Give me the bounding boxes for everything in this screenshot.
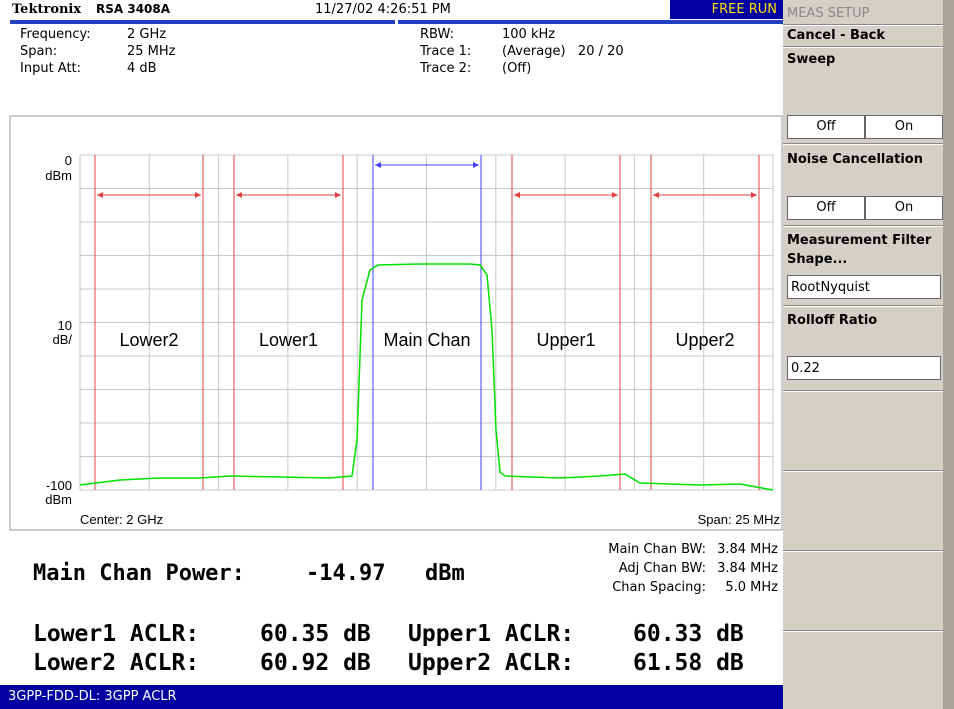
- main-power-label: Main Chan Power:: [33, 561, 245, 586]
- ref-top-unit: dBm: [45, 168, 72, 183]
- header-bar: [0, 0, 783, 19]
- span-label: Span: 25 MHz: [698, 512, 780, 527]
- datetime: 11/27/02 4:26:51 PM: [315, 2, 451, 17]
- aclr-label: Lower2 ACLR:: [33, 650, 200, 676]
- side-menu: MEAS SETUP Cancel - Back Sweep Off On No…: [783, 0, 943, 709]
- center-label: Center: 2 GHz: [80, 512, 163, 527]
- filter-field[interactable]: RootNyquist: [787, 275, 941, 299]
- aclr-value: 60.33 dB: [633, 621, 744, 647]
- graph: Lower2 Lower1 Main Chan Upper1 Upper2 0 dBm …: [9, 115, 783, 531]
- scale-unit: dB/: [52, 332, 72, 347]
- noise-label: Noise Cancellation: [787, 152, 923, 167]
- info-label: Adj Chan BW:: [618, 561, 706, 576]
- info-value: 3.84 MHz: [717, 561, 778, 576]
- setting-label: Frequency:: [20, 27, 91, 42]
- setting-label: Trace 1:: [420, 44, 472, 59]
- model: RSA 3408A: [96, 2, 171, 16]
- sweep-off[interactable]: Off: [787, 115, 865, 139]
- filter-label: Measurement Filter Shape...: [787, 233, 932, 267]
- aclr-label: Upper1 ACLR:: [408, 621, 575, 647]
- channel-label: Lower2: [119, 330, 178, 350]
- status: FREE RUN: [670, 0, 783, 19]
- footer: 3GPP-FDD-DL: 3GPP ACLR: [0, 685, 783, 709]
- aclr-value: 60.92 dB: [260, 650, 371, 676]
- noise-on[interactable]: On: [865, 196, 943, 220]
- info-value: 5.0 MHz: [725, 580, 778, 595]
- cancel-back[interactable]: Cancel - Back: [787, 28, 886, 43]
- main-power-value: -14.97: [306, 561, 386, 586]
- header-rule: [398, 20, 783, 24]
- info-label: Chan Spacing:: [612, 580, 706, 595]
- aclr-value: 60.35 dB: [260, 621, 371, 647]
- setting-value: 2 GHz: [127, 27, 167, 42]
- channel-label: Upper2: [675, 330, 734, 350]
- rolloff-field[interactable]: 0.22: [787, 356, 941, 380]
- spectrum-trace: [79, 263, 774, 491]
- sweep-on[interactable]: On: [865, 115, 943, 139]
- aclr-label: Lower1 ACLR:: [33, 621, 200, 647]
- setting-label: Trace 2:: [420, 61, 472, 76]
- main-power-unit: dBm: [425, 561, 465, 586]
- info-label: Main Chan BW:: [608, 542, 706, 557]
- setting-value: (Average) 20 / 20: [502, 44, 624, 59]
- rolloff-label: Rolloff Ratio: [787, 313, 878, 328]
- ref-bottom-unit: dBm: [45, 492, 72, 507]
- channel-label: Upper1: [536, 330, 595, 350]
- info-value: 3.84 MHz: [717, 542, 778, 557]
- sweep-label: Sweep: [787, 52, 836, 67]
- setting-value: (Off): [502, 61, 532, 76]
- scale: 10: [58, 318, 72, 333]
- aclr-label: Upper2 ACLR:: [408, 650, 575, 676]
- setting-value: 4 dB: [127, 61, 157, 76]
- aclr-value: 61.58 dB: [633, 650, 744, 676]
- ref-bottom: -100: [46, 478, 72, 493]
- menu-title: MEAS SETUP: [787, 6, 870, 21]
- setting-label: Input Att:: [20, 61, 82, 76]
- setting-value: 100 kHz: [502, 27, 556, 42]
- header-rule: [10, 20, 395, 24]
- setting-label: Span:: [20, 44, 58, 59]
- setting-value: 25 MHz: [127, 44, 176, 59]
- channel-label: Lower1: [259, 330, 318, 350]
- noise-off[interactable]: Off: [787, 196, 865, 220]
- setting-label: RBW:: [420, 27, 454, 42]
- ref-top: 0: [65, 153, 72, 168]
- brand: Tektronix: [12, 2, 82, 17]
- channel-label: Main Chan: [383, 330, 470, 350]
- menu-edge: [943, 0, 954, 709]
